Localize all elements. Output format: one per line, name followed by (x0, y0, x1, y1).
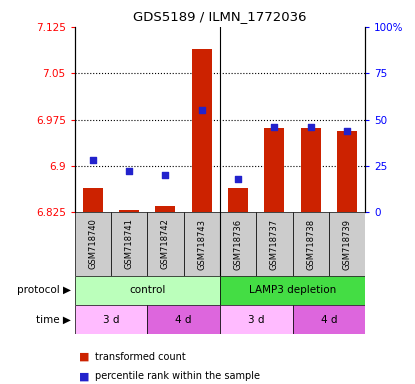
Bar (220, 305, 293, 334)
Bar (264, 127, 284, 212)
Text: GSM718740: GSM718740 (88, 218, 98, 270)
Point (344, 127, 350, 134)
Text: GSM718742: GSM718742 (161, 218, 170, 270)
Bar (147, 305, 220, 334)
Bar (220, 276, 365, 305)
Bar (156, 206, 176, 212)
Text: 4 d: 4 d (321, 314, 337, 324)
Text: GSM718736: GSM718736 (234, 218, 243, 270)
Title: GDS5189 / ILMN_1772036: GDS5189 / ILMN_1772036 (133, 10, 307, 23)
Bar (147, 212, 183, 276)
Bar (75, 305, 147, 334)
Text: 3 d: 3 d (103, 314, 119, 324)
Bar (119, 210, 139, 212)
Text: control: control (129, 285, 166, 295)
Text: GSM718743: GSM718743 (197, 218, 206, 270)
Bar (83, 187, 103, 212)
Bar (293, 305, 365, 334)
Bar (75, 276, 220, 305)
Text: 4 d: 4 d (176, 314, 192, 324)
Point (162, 172, 169, 178)
Text: GSM718738: GSM718738 (306, 218, 315, 270)
Bar (75, 212, 111, 276)
Point (235, 176, 242, 182)
Text: ■: ■ (79, 371, 89, 381)
Bar (220, 212, 256, 276)
Text: percentile rank within the sample: percentile rank within the sample (95, 371, 261, 381)
Bar (111, 212, 147, 276)
Bar (329, 212, 365, 276)
Text: GSM718739: GSM718739 (342, 218, 352, 270)
Bar (293, 212, 329, 276)
Point (90, 157, 96, 164)
Point (308, 124, 314, 130)
Text: LAMP3 depletion: LAMP3 depletion (249, 285, 336, 295)
Point (126, 169, 132, 175)
Bar (192, 48, 212, 212)
Bar (256, 212, 293, 276)
Point (198, 107, 205, 113)
Text: GSM718737: GSM718737 (270, 218, 279, 270)
Bar (337, 131, 357, 212)
Text: protocol ▶: protocol ▶ (17, 285, 71, 295)
Bar (183, 212, 220, 276)
Bar (301, 127, 321, 212)
Text: GSM718741: GSM718741 (124, 218, 134, 270)
Text: 3 d: 3 d (248, 314, 264, 324)
Text: transformed count: transformed count (95, 352, 186, 362)
Bar (228, 188, 248, 212)
Text: time ▶: time ▶ (36, 314, 71, 324)
Point (271, 124, 278, 130)
Text: ■: ■ (79, 352, 89, 362)
